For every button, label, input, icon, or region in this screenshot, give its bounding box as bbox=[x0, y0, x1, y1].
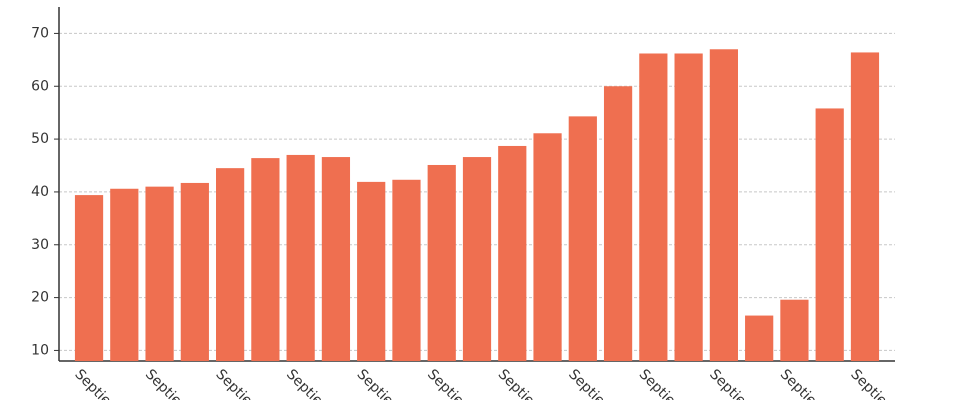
bar bbox=[603, 86, 633, 362]
x-tick-label: Septie bbox=[142, 366, 185, 400]
x-tick-label: Septie bbox=[354, 366, 397, 400]
bar bbox=[462, 157, 492, 361]
bar bbox=[145, 186, 174, 361]
bar bbox=[321, 157, 351, 361]
bar bbox=[850, 52, 880, 361]
x-tick-label: Septie bbox=[706, 366, 749, 400]
x-tick-label: Septie bbox=[495, 366, 538, 400]
x-tick-label: Septie bbox=[636, 366, 679, 400]
bar bbox=[74, 195, 104, 361]
bar bbox=[745, 315, 774, 361]
x-tick-label: Septie bbox=[565, 366, 608, 400]
y-tick-label: 40 bbox=[31, 184, 49, 200]
bar bbox=[357, 181, 386, 361]
y-tick-label: 70 bbox=[31, 25, 49, 41]
bar bbox=[533, 133, 562, 361]
bar bbox=[709, 49, 738, 362]
x-tick-label: Septie bbox=[424, 366, 467, 400]
bar bbox=[674, 53, 703, 362]
x-tick-label: Septie bbox=[212, 366, 255, 400]
bar bbox=[780, 299, 809, 361]
x-tick-label: Septie bbox=[777, 366, 820, 400]
x-tick-label: Septie bbox=[847, 366, 890, 400]
bar bbox=[568, 116, 597, 361]
bar bbox=[216, 168, 245, 361]
y-tick-label: 30 bbox=[31, 237, 49, 253]
y-tick-label: 10 bbox=[31, 342, 49, 358]
x-tick-label: Septie bbox=[283, 366, 326, 400]
bar bbox=[110, 188, 139, 361]
bar bbox=[392, 179, 421, 361]
bar bbox=[639, 53, 668, 362]
y-tick-label: 20 bbox=[31, 290, 49, 306]
y-tick-label: 50 bbox=[31, 131, 49, 147]
bar bbox=[180, 182, 209, 361]
x-tick-label: Septie bbox=[71, 366, 114, 400]
y-tick-label: 60 bbox=[31, 78, 49, 94]
bar bbox=[251, 158, 280, 361]
bar bbox=[815, 108, 844, 361]
bar bbox=[286, 154, 315, 361]
bar bbox=[427, 164, 456, 361]
bar bbox=[498, 145, 527, 361]
